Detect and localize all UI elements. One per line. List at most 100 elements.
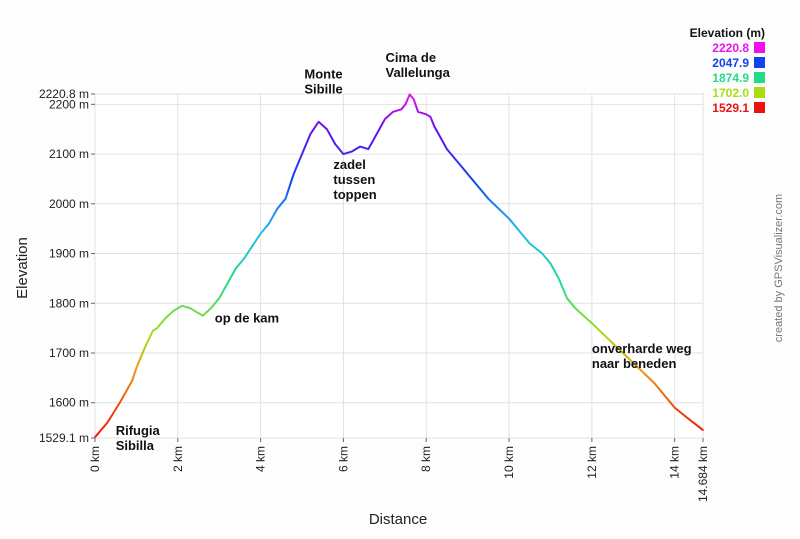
elevation-point: [189, 307, 191, 310]
elevation-point: [557, 277, 560, 280]
elevation-point: [259, 232, 262, 235]
elevation-point: [317, 121, 320, 123]
elevation-point: [106, 421, 109, 424]
elevation-point: [433, 125, 436, 128]
elevation-point: [591, 322, 593, 325]
x-tick-label: 14.684 km: [696, 446, 710, 502]
annotation-label: toppen: [333, 187, 376, 202]
annotation-label: Monte: [304, 66, 342, 81]
elevation-point: [210, 307, 212, 310]
grid: [94, 93, 704, 439]
elevation-point: [653, 382, 655, 384]
legend-title: Elevation (m): [690, 26, 765, 40]
elevation-point: [686, 416, 688, 419]
elevation-point: [197, 312, 200, 315]
elevation-point: [326, 128, 328, 130]
elevation-point: [94, 436, 96, 438]
elevation-point: [425, 113, 428, 116]
legend-entry-value: 1529.1: [712, 101, 749, 115]
legend-entry-value: 2047.9: [712, 56, 749, 70]
x-tick-label: 0 km: [88, 446, 102, 472]
axes: 1529.1 m 1600 m 1700 m 1800 m 1900 m 2000 m 21…: [39, 87, 710, 502]
elevation-point: [702, 429, 704, 431]
elevation-point: [235, 267, 237, 270]
legend-entry-value: 2220.8: [712, 41, 749, 55]
elevation-point: [301, 153, 303, 155]
x-tick-label: 2 km: [171, 446, 185, 472]
legend-swatch: [754, 42, 765, 53]
x-tick-label: 4 km: [254, 446, 268, 472]
legend-swatch: [754, 57, 765, 68]
elevation-point: [367, 148, 370, 150]
x-axis-title: Distance: [369, 511, 427, 528]
profile-layer: [94, 93, 704, 438]
x-tick-label: 12 km: [585, 446, 599, 479]
legend-swatch: [754, 102, 765, 113]
legend-swatch: [754, 72, 765, 83]
elevation-point: [417, 111, 419, 113]
elevation-point: [413, 98, 415, 101]
legend-entry-value: 1702.0: [712, 86, 749, 100]
elevation-point: [404, 103, 407, 106]
elevation-point: [164, 317, 167, 320]
y-tick-label: 1700 m: [49, 346, 89, 360]
elevation-point: [384, 118, 386, 121]
elevation-point: [487, 198, 490, 200]
elevation-point: [243, 257, 245, 260]
y-tick-label: 2000 m: [49, 197, 89, 211]
elevation-point: [392, 111, 394, 113]
elevation-point: [218, 297, 220, 300]
elevation-point: [673, 406, 676, 409]
elevation-point: [119, 401, 121, 404]
elevation-point: [541, 252, 543, 255]
elevation-point: [611, 342, 614, 344]
elevation-point: [549, 262, 552, 265]
y-tick-label: 1900 m: [49, 247, 89, 261]
elevation-point: [181, 305, 183, 307]
elevation-point: [566, 297, 568, 300]
y-tick-label: 2220.8 m: [39, 87, 89, 101]
elevation-point: [251, 245, 254, 247]
elevation-point: [475, 183, 477, 185]
elevation-point: [201, 314, 204, 317]
elevation-point: [446, 148, 448, 150]
elevation-point: [152, 329, 154, 332]
y-tick-label: 1800 m: [49, 296, 89, 310]
y-tick-label: 2100 m: [49, 147, 89, 161]
y-tick-label: 2200 m: [49, 97, 89, 111]
annotation-label: op de kam: [215, 311, 279, 326]
annotation-label: naar beneden: [592, 356, 677, 371]
elevation-point: [408, 93, 411, 96]
elevation-point: [458, 163, 461, 165]
elevation-point: [276, 208, 279, 210]
elevation-point: [359, 145, 361, 148]
credit-text: created by GPSVisualizer.com: [773, 194, 785, 342]
elevation-point: [508, 217, 510, 220]
y-tick-label: 1529.1 m: [39, 431, 89, 445]
elevation-point: [284, 198, 287, 200]
x-tick-label: 14 km: [668, 446, 682, 479]
elevation-point: [135, 367, 138, 369]
elevation-point: [400, 108, 403, 111]
elevation-point: [172, 309, 175, 312]
elevation-point: [342, 153, 345, 155]
elevation-point: [632, 362, 635, 364]
legend-entry-value: 1874.9: [712, 71, 749, 85]
annotation-label: onverharde weg: [592, 341, 692, 356]
elevation-point: [437, 133, 440, 135]
y-axis-title: Elevation: [14, 237, 31, 299]
elevation-point: [131, 379, 134, 382]
annotation-label: Sibilla: [116, 438, 155, 453]
elevation-point: [226, 282, 229, 285]
elevation-point: [429, 116, 432, 118]
x-tick-label: 6 km: [336, 446, 350, 472]
legend-swatch: [754, 87, 765, 98]
elevation-point: [350, 150, 353, 153]
elevation-point: [665, 397, 668, 399]
plot-area: [94, 93, 704, 439]
elevation-point: [156, 327, 158, 329]
y-tick-label: 1600 m: [49, 396, 89, 410]
x-tick-label: 10 km: [502, 446, 516, 479]
